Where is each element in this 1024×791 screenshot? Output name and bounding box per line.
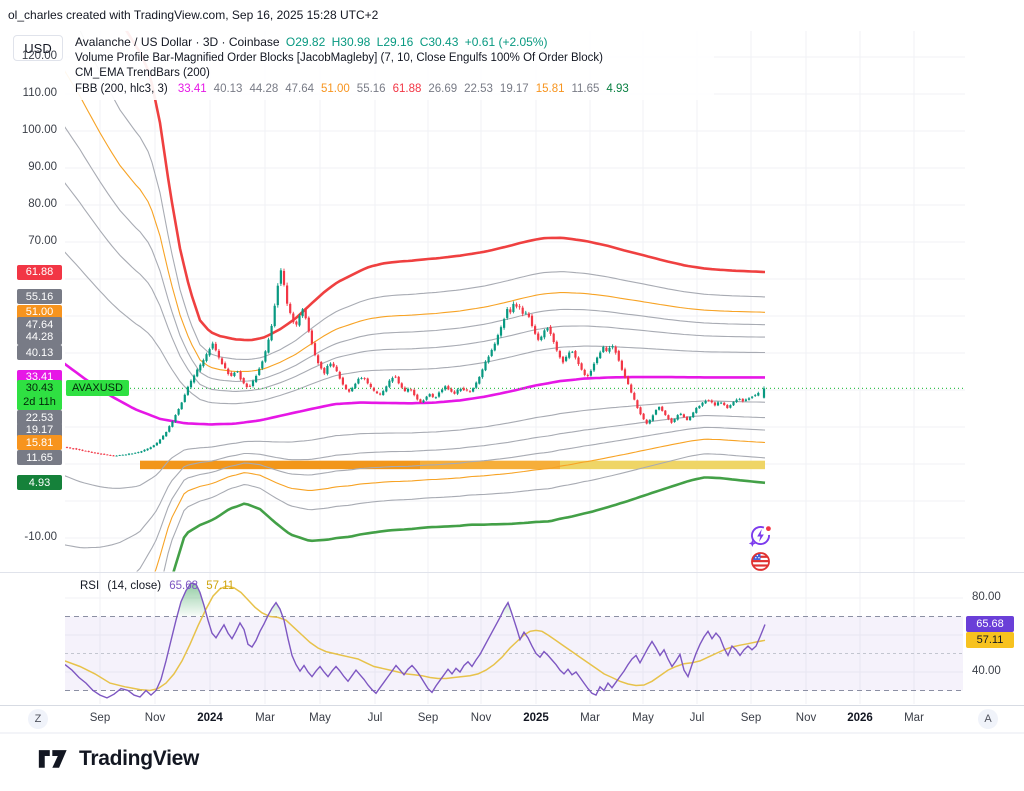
time-axis-label: Sep	[417, 712, 439, 724]
price-level-badge: 61.88	[17, 264, 62, 280]
chart-attribution-text: ol_charles created with TradingView.com,…	[8, 8, 379, 22]
indicator-row-cm-ema[interactable]: CM_EMA TrendBars (200)	[75, 67, 210, 79]
symbol-legend-row[interactable]: Avalanche / US Dollar · 3D · Coinbase O2…	[75, 35, 629, 51]
price-axis-label: 70.00	[28, 235, 57, 247]
fbb-title: FBB (200, hlc3, 3)	[75, 82, 168, 95]
close-value: C30.43	[419, 35, 459, 49]
fbb-level-value: 19.17	[499, 82, 529, 95]
rsi-legend-row[interactable]: RSI (14, close) 65.68 57.11	[75, 580, 234, 592]
low-value: L29.16	[376, 35, 414, 49]
time-axis-label: May	[309, 712, 331, 724]
ohlc-values: O29.82 H30.98 L29.16 C30.43 +0.61 (+2.05…	[283, 35, 548, 49]
price-level-badge: 11.65	[17, 450, 62, 466]
time-axis-label: 2026	[847, 712, 873, 724]
time-axis-label: Mar	[904, 712, 924, 724]
time-axis-label: Nov	[795, 712, 817, 724]
fbb-level-value: 61.88	[392, 82, 422, 95]
price-level-badge: 47.64	[17, 317, 62, 333]
time-axis-label: 2024	[197, 712, 223, 724]
fbb-level-value: 47.64	[285, 82, 315, 95]
rsi-title: RSI	[80, 580, 100, 592]
price-axis-label: 80.00	[28, 198, 57, 210]
time-axis-label: Mar	[255, 712, 275, 724]
fbb-values: 33.41 40.13 44.28 47.64 51.00 55.16 61.88 26.69…	[171, 83, 629, 95]
chart-canvas[interactable]	[0, 0, 1024, 740]
fbb-level-value: 15.81	[535, 82, 565, 95]
time-axis-label: 2025	[523, 712, 549, 724]
fbb-level-value: 22.53	[464, 82, 493, 95]
auto-scale-button[interactable]: A	[978, 709, 998, 729]
high-value: H30.98	[331, 35, 371, 49]
fbb-level-value: 55.16	[356, 82, 386, 95]
price-axis-label: 100.00	[21, 124, 57, 136]
open-value: O29.82	[285, 35, 326, 49]
fbb-level-value: 40.13	[213, 82, 243, 95]
brand-name: TradingView	[79, 746, 200, 770]
rsi-value-badge: 57.11	[966, 632, 1014, 649]
current-price-badge: 30.43 2d 11h	[17, 380, 62, 411]
currency-axis-button[interactable]: USD	[13, 35, 63, 61]
timezone-button[interactable]: Z	[28, 709, 48, 729]
price-level-badge: 15.81	[17, 435, 62, 450]
fbb-level-value: 11.65	[571, 82, 600, 95]
price-level-badge: 4.93	[17, 475, 62, 491]
time-axis-label: Nov	[144, 712, 166, 724]
price-axis-label: 90.00	[28, 161, 57, 173]
bar-countdown: 2d 11h	[23, 396, 56, 409]
price-level-badge: 40.13	[17, 345, 62, 361]
price-level-badge: 51.00	[17, 304, 62, 320]
time-axis-label: Jul	[367, 712, 383, 724]
rsi-value-badge: 65.68	[966, 616, 1014, 633]
change-value: +0.61 (+2.05%)	[464, 35, 548, 49]
price-level-badge: 22.53	[17, 410, 62, 426]
price-level-badge: 44.28	[17, 329, 62, 345]
indicator-row-volume-profile[interactable]: Volume Profile Bar-Magnified Order Block…	[75, 51, 603, 64]
price-axis-label: 120.00	[21, 50, 57, 62]
fbb-level-value: 51.00	[321, 82, 350, 95]
rsi-axis-label: 80.00	[972, 591, 1001, 603]
price-axis-label: -10.00	[24, 531, 57, 543]
time-axis-label: Nov	[470, 712, 492, 724]
price-axis-label: 110.00	[22, 87, 57, 99]
tradingview-logo[interactable]: TradingView	[38, 745, 199, 772]
legend-backdrop	[64, 31, 714, 100]
rsi-params: (14, close)	[107, 580, 162, 592]
symbol-title: Avalanche / US Dollar · 3D · Coinbase	[75, 35, 280, 49]
price-level-badge: 19.17	[17, 422, 62, 438]
rsi-value: 65.68	[169, 580, 199, 592]
fbb-level-value: 33.41	[177, 82, 207, 95]
time-axis-label: Sep	[740, 712, 762, 724]
symbol-price-flag: AVAXUSD	[66, 380, 129, 397]
time-axis-label: May	[632, 712, 654, 724]
time-axis-label: Mar	[580, 712, 600, 724]
flash-refresh-icon	[748, 526, 771, 547]
chart-logo-icons	[748, 523, 773, 574]
time-axis-label: Sep	[89, 712, 111, 724]
indicator-row-fbb[interactable]: FBB (200, hlc3, 3) 33.41 40.13 44.28 47.64 5…	[75, 82, 629, 98]
time-axis-label: Jul	[689, 712, 705, 724]
chart-legend: Avalanche / US Dollar · 3D · Coinbase O2…	[75, 35, 629, 97]
current-price-value: 30.43	[25, 382, 54, 395]
fbb-level-value: 44.28	[249, 82, 279, 95]
flag-globe-icon	[751, 552, 770, 571]
fbb-level-value: 26.69	[428, 82, 458, 95]
rsi-axis-label: 40.00	[972, 665, 1001, 677]
fbb-level-value: 4.93	[606, 82, 629, 95]
tradingview-mark-icon	[38, 750, 67, 768]
rsi-ma-value: 57.11	[206, 580, 235, 592]
price-level-badge: 55.16	[17, 289, 62, 305]
